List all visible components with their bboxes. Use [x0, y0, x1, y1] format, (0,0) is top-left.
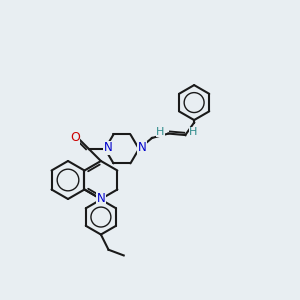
Text: N: N	[97, 192, 105, 205]
Text: O: O	[70, 131, 80, 144]
Text: N: N	[138, 141, 146, 154]
Text: H: H	[189, 127, 197, 137]
Text: H: H	[156, 127, 165, 136]
Text: N: N	[103, 141, 112, 154]
